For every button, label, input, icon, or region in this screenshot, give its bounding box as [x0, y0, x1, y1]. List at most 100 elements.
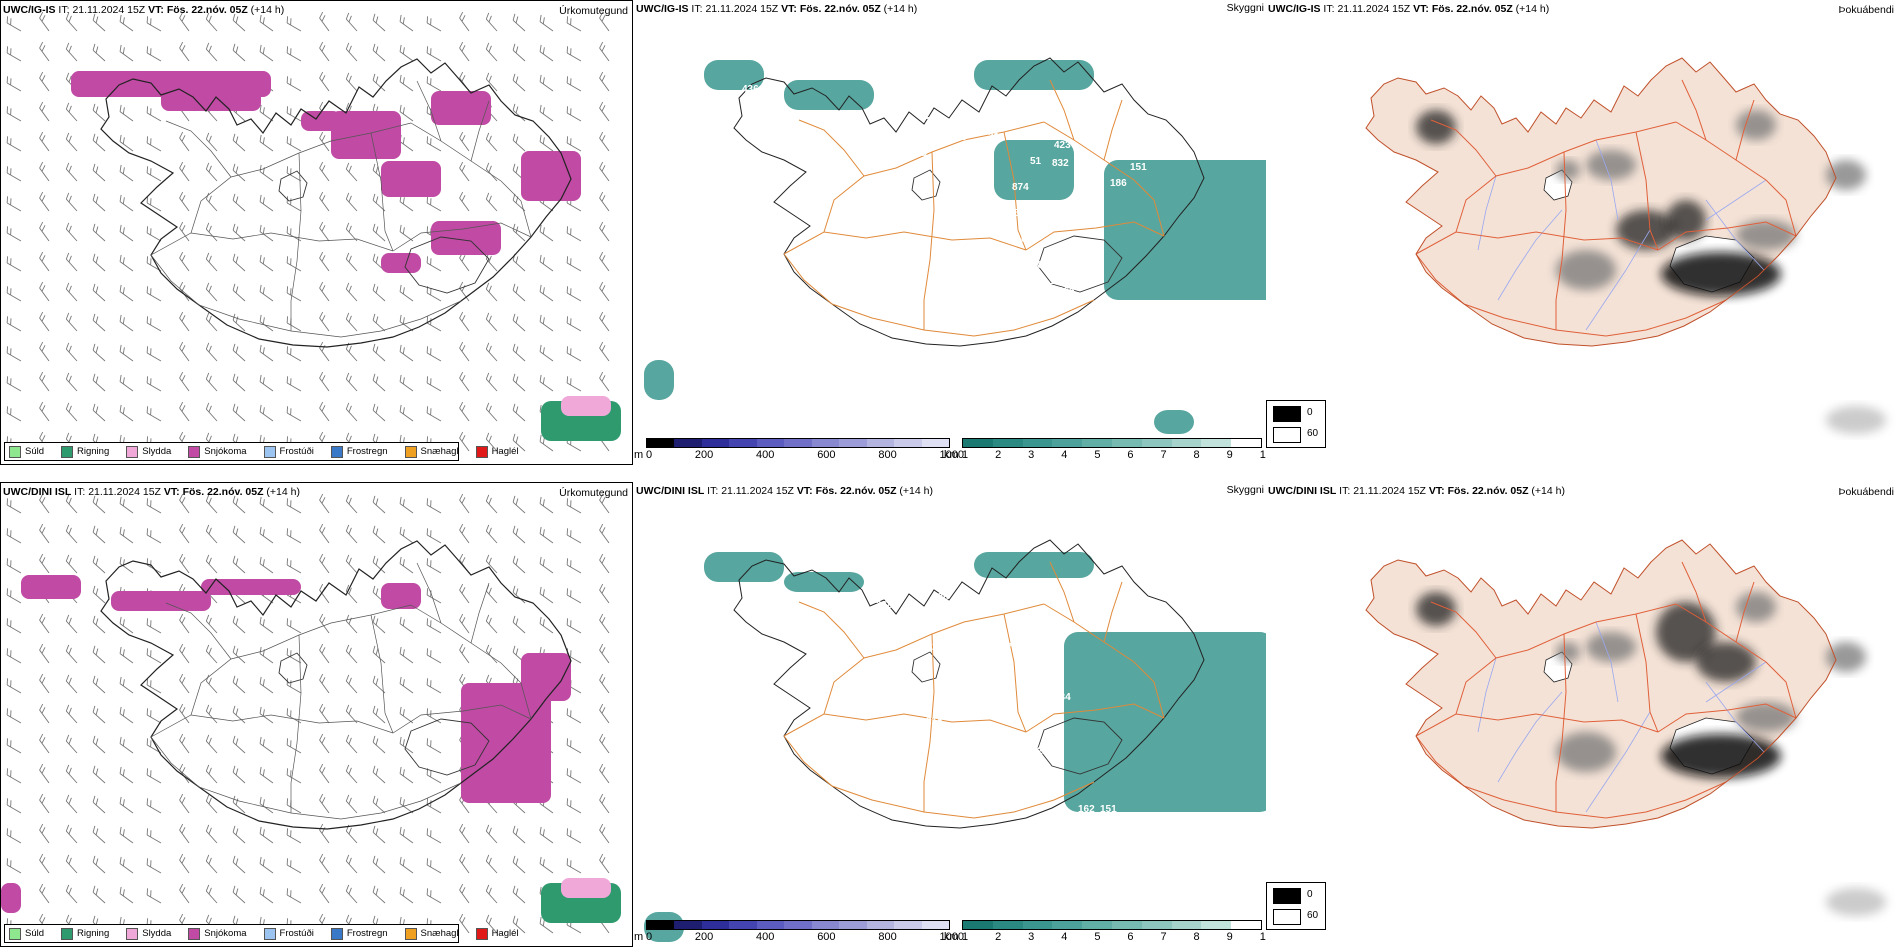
wind-barb	[286, 768, 302, 784]
wind-barb	[6, 498, 22, 514]
wind-barb	[92, 133, 106, 152]
colorbar-step	[647, 439, 675, 447]
colorbar-tick: 7	[1160, 449, 1167, 461]
cloud-base-label: 61	[1214, 422, 1226, 433]
fog-patch	[1416, 110, 1456, 144]
wind-barb	[92, 403, 106, 422]
legend-label: Slydda	[142, 446, 172, 457]
wind-barb	[599, 583, 610, 604]
wind-barb	[599, 71, 610, 92]
wind-barb	[65, 554, 78, 574]
colorbar-tick: 7	[1160, 931, 1167, 943]
wind-barb	[146, 768, 162, 784]
cloud-base-label: 328	[902, 620, 919, 631]
snow-area	[381, 253, 421, 273]
road	[1043, 121, 1165, 237]
wind-barb	[599, 553, 610, 574]
road	[923, 633, 935, 812]
wind-barb	[92, 825, 106, 844]
wind-barb	[512, 615, 526, 634]
wind-barb	[372, 795, 386, 814]
wind-barb	[205, 372, 218, 392]
colorbar-step	[963, 439, 993, 447]
wind-barb	[39, 41, 50, 62]
colorbar-step	[1171, 439, 1202, 447]
wind-barb	[566, 858, 582, 874]
wind-barb	[319, 41, 330, 62]
glacier-outline	[278, 652, 308, 684]
wind-barb	[259, 314, 274, 332]
wind-barb	[599, 221, 610, 242]
low-visibility-area	[704, 60, 764, 90]
colorbar-tick: 3	[1028, 449, 1035, 461]
panel-header: UWC/IG-IS IT: 21.11.2024 15Z VT: Fös. 22…	[3, 4, 284, 16]
wind-barb	[539, 526, 554, 544]
wind-barb	[6, 316, 22, 332]
cloud-base-label: 360	[846, 592, 863, 603]
colorbar-step	[1022, 439, 1053, 447]
panel-header: UWC/IG-IS IT: 21.11.2024 15Z VT: Fös. 22…	[1268, 3, 1549, 15]
road	[783, 231, 1027, 255]
wind-barb	[399, 496, 414, 514]
wind-barb	[232, 855, 246, 874]
vt-label: VT:	[1413, 3, 1429, 15]
vt-label: VT:	[163, 486, 180, 498]
glacier-outline	[911, 169, 941, 201]
wind-barb	[566, 346, 582, 362]
colorbar-tick: 4	[1061, 449, 1068, 461]
wind-barb	[205, 614, 218, 634]
panel-header: UWC/DINI ISL IT: 21.11.2024 15Z VT: Fös.…	[636, 485, 933, 497]
wind-barb	[566, 738, 582, 754]
wind-barb	[179, 371, 190, 392]
wind-barb	[372, 313, 386, 332]
river	[1585, 229, 1651, 331]
wind-barb	[6, 226, 22, 242]
cloud-base-colorbar	[646, 920, 950, 930]
wind-barb	[232, 615, 246, 634]
colorbar-step	[811, 921, 840, 929]
legend-swatch	[126, 445, 139, 458]
colorbar-tick: 600	[817, 449, 836, 461]
road	[1681, 79, 1707, 141]
wind-barb	[345, 734, 358, 754]
visibility-ticks: 1 2 3 4 5 6 7 8 9 10	[962, 449, 1266, 461]
fog-patch	[1416, 592, 1456, 626]
wind-barb	[399, 526, 414, 544]
wind-barb	[6, 648, 22, 664]
wind-barb	[319, 673, 330, 694]
fog-patch	[1736, 110, 1776, 140]
wind-barb	[65, 674, 78, 694]
wind-barb	[372, 373, 386, 392]
colorbar-step	[894, 921, 922, 929]
wind-barb	[119, 556, 134, 574]
colorbar-tick: 400	[756, 449, 775, 461]
road	[190, 122, 412, 234]
wind-barb	[6, 166, 22, 182]
cloud-base-label: 436	[742, 84, 759, 95]
fog-patch	[1556, 732, 1616, 772]
wind-barb	[119, 224, 134, 242]
road	[410, 604, 532, 720]
wind-barb	[426, 346, 442, 362]
wind-barb	[65, 794, 78, 814]
wind-barb	[232, 675, 246, 694]
wind-barb	[399, 284, 414, 302]
iceland-outline	[1365, 57, 1837, 347]
legend-swatch	[61, 927, 74, 940]
road	[1049, 79, 1075, 141]
colorbar-tick: 10	[1259, 449, 1266, 461]
wind-barb	[6, 708, 22, 724]
wind-barb	[259, 374, 274, 392]
wind-barb	[65, 704, 78, 724]
cloud-base-label: 593	[1004, 270, 1021, 281]
wind-barb	[65, 102, 78, 122]
ptype-map	[1, 493, 621, 934]
wind-barb	[205, 132, 218, 152]
wind-barb	[92, 373, 106, 392]
wind-barb	[92, 223, 106, 242]
wind-barb	[345, 674, 358, 694]
wind-barb	[372, 855, 386, 874]
wind-barb	[286, 76, 302, 92]
cloud-base-label: 382	[910, 128, 927, 139]
wind-barb	[599, 733, 610, 754]
